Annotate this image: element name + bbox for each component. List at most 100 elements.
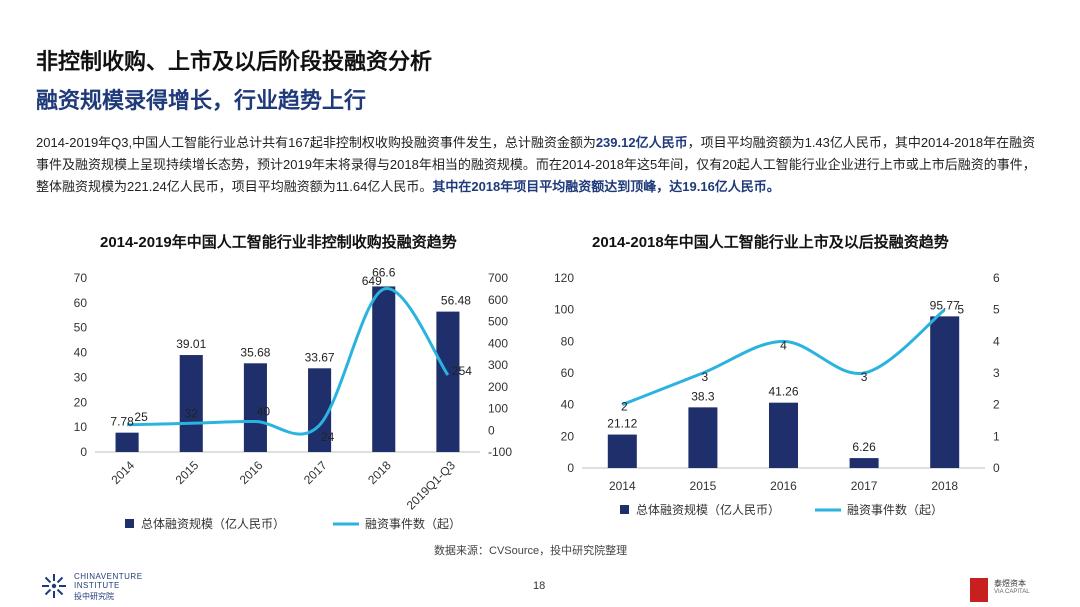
page-title: 非控制收购、上市及以后阶段投融资分析 [36, 49, 433, 74]
chart-2-bar-label: 6.26 [852, 440, 876, 454]
chart-2-ytick-right: 4 [993, 334, 1000, 348]
chart-1-ytick-left: 70 [74, 271, 88, 285]
chart-2-bar [607, 434, 637, 468]
chart-1-legend-line-label: 融资事件数（起） [365, 516, 461, 531]
chart-2-ytick-left: 0 [567, 461, 574, 475]
chart-1-bar-label: 33.67 [305, 350, 335, 364]
chart-1-ytick-right: 0 [488, 423, 495, 437]
chart-1-ytick-left: 30 [74, 370, 88, 384]
chart-2-bar [930, 316, 960, 468]
chart-1-xtick: 2016 [237, 458, 266, 487]
chart-1-xtick: 2015 [173, 458, 202, 487]
summary-highlight-total: 239.12亿人民币 [595, 135, 688, 150]
chart-1-bar [372, 286, 396, 452]
via-capital-logo: 泰煜资本 VIA CAPITAL [970, 575, 1070, 605]
chart-1-ytick-right: 600 [488, 293, 508, 307]
chart-2-bar-label: 21.12 [607, 417, 637, 431]
page-subtitle: 融资规模录得增长，行业趋势上行 [36, 88, 367, 113]
chart-2-xtick: 2016 [770, 479, 797, 493]
chart-1-ytick-left: 60 [74, 296, 88, 310]
via-capital-logo-block [970, 578, 988, 602]
logo-right-text-1: 泰煜资本 [994, 579, 1026, 588]
chart-2-bar-label: 41.26 [768, 385, 798, 399]
chart-2-ytick-left: 40 [561, 398, 575, 412]
summary-text-2: ，项目平均融资额为1.43亿人民币，其中2014-2018年在融资事件及融资规模… [36, 135, 1036, 194]
chart-1-xtick: 2018 [365, 458, 394, 487]
chart-1-line-label: 40 [257, 405, 271, 419]
chart-1-bar [115, 432, 139, 452]
chart-1-ytick-right: -100 [488, 445, 512, 459]
chart-1-ytick-right: 200 [488, 380, 508, 394]
chart-1-xtick: 2017 [301, 458, 330, 487]
chart-2-legend-bar-swatch [620, 505, 629, 514]
chart-1-bar-label: 39.01 [176, 337, 206, 351]
chinaventure-logo: CHINAVENTURE INSTITUTE 投中研究院 [40, 570, 160, 602]
chart-2-bar-label: 38.3 [691, 389, 715, 403]
chart-2-line-series [621, 308, 946, 407]
chart-2-line-label: 2 [621, 400, 628, 414]
chart-2-ytick-left: 80 [561, 334, 575, 348]
chart-1-line-label: 25 [134, 410, 148, 424]
chart-1-ytick-right: 400 [488, 336, 508, 350]
chart-2-ytick-right: 2 [993, 398, 1000, 412]
chart-2-xtick: 2018 [931, 479, 958, 493]
chart-1-ytick-left: 20 [74, 395, 88, 409]
chart-1-legend-bar-label: 总体融资规模（亿人民币） [141, 516, 285, 531]
chart-2-ytick-right: 1 [993, 429, 1000, 443]
chart-1-ytick-right: 500 [488, 315, 508, 329]
logo-left-text-1: CHINAVENTURE [74, 572, 143, 581]
chart-2-ytick-left: 120 [554, 271, 574, 285]
chart-1-ytick-right: 700 [488, 271, 508, 285]
chart-1-bar-label: 7.78 [110, 415, 134, 429]
chart-2-xtick: 2015 [690, 479, 717, 493]
summary-text-1: 2014-2019年Q3,中国人工智能行业总计共有167起非控制权收购投融资事件… [36, 135, 596, 150]
chart-1-xtick: 2019Q1-Q3 [404, 458, 458, 512]
chart-2-line-label: 3 [702, 370, 709, 384]
chart-2-ytick-left: 100 [554, 303, 574, 317]
chart-2-line-label: 5 [957, 303, 964, 317]
chart-2-line-label: 3 [861, 370, 868, 384]
chart-2-ytick-right: 6 [993, 271, 1000, 285]
chart-1-bar-label: 35.68 [240, 345, 270, 359]
chart-1-bar [436, 311, 460, 452]
data-source-note: 数据来源：CVSource，投中研究院整理 [434, 545, 628, 557]
chart-2-bar [849, 458, 879, 468]
chart-2-xtick: 2014 [609, 479, 636, 493]
chart-2-ytick-right: 0 [993, 461, 1000, 475]
logo-left-text-2: INSTITUTE [74, 581, 120, 590]
summary-highlight-peak: 其中在2018年项目平均融资额达到顶峰，达19.16亿人民币。 [432, 179, 780, 194]
chart-2-bar [688, 407, 718, 468]
chart-1-bar-label: 66.6 [372, 265, 396, 279]
chart-2-line-label: 4 [780, 338, 787, 352]
chart-2-ytick-right: 3 [993, 366, 1000, 380]
chart-1-line-series [127, 287, 450, 436]
chart-2-bar-label: 95.77 [930, 298, 960, 312]
chart-1-line-label: 649 [362, 274, 382, 288]
chart-1-line-label: 254 [452, 364, 472, 378]
chart-1-bar [179, 355, 203, 452]
chart-1-bar [243, 363, 267, 452]
chart-2-legend-bar-label: 总体融资规模（亿人民币） [636, 502, 780, 517]
chart-1-line-label: 32 [185, 406, 199, 420]
logo-right-text-2: VIA CAPITAL [994, 589, 1030, 595]
chart-1-ytick-left: 50 [74, 321, 88, 335]
chart-1-bar-label: 56.48 [441, 294, 471, 308]
chart-1-xtick: 2014 [108, 458, 137, 487]
chinaventure-logo-icon [42, 574, 66, 598]
chart-2-ytick-left: 60 [561, 366, 575, 380]
chart-1-ytick-left: 40 [74, 346, 88, 360]
chart-2-title: 2014-2018年中国人工智能行业上市及以后投融资趋势 [592, 234, 949, 251]
summary-paragraph: 2014-2019年Q3,中国人工智能行业总计共有167起非控制权收购投融资事件… [36, 132, 1046, 198]
chart-1-ytick-left: 10 [74, 420, 88, 434]
logo-left-text-3: 投中研究院 [74, 592, 114, 601]
chart-1-ytick-right: 100 [488, 402, 508, 416]
chart-1-title: 2014-2019年中国人工智能行业非控制收购投融资趋势 [100, 234, 457, 251]
chart-1-ytick-left: 0 [80, 445, 87, 459]
chart-2-xtick: 2017 [851, 479, 878, 493]
chart-2-ytick-right: 5 [993, 303, 1000, 317]
chart-1-line-label: 24 [321, 430, 335, 444]
page-number: 18 [533, 580, 546, 592]
chart-2-ytick-left: 20 [561, 429, 575, 443]
chart-1-ytick-right: 300 [488, 358, 508, 372]
